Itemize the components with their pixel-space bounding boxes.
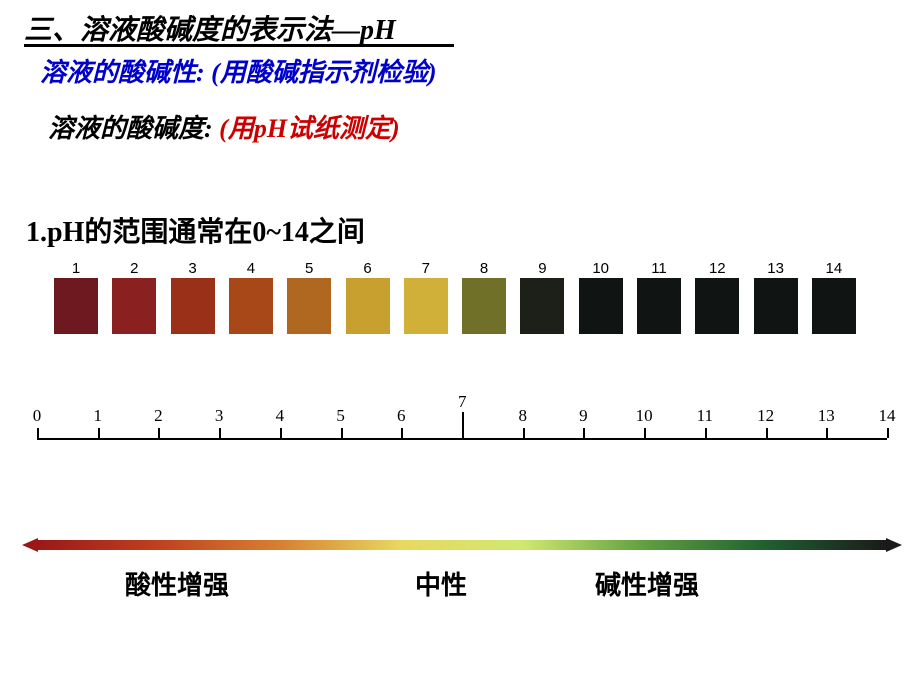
swatch-label: 2 [112, 260, 156, 277]
line3-suffix: (用pH试纸测定) [219, 114, 400, 143]
scale-tick [341, 428, 343, 438]
scale-number: 4 [276, 406, 285, 426]
arrow-right-icon [886, 538, 902, 552]
swatch-label: 4 [229, 260, 273, 277]
scale-tick [523, 428, 525, 438]
swatch-label: 9 [520, 260, 564, 277]
scale-number: 0 [33, 406, 42, 426]
ph-swatch [171, 278, 215, 334]
ph-swatch [754, 278, 798, 334]
section-title: 三、溶液酸碱度的表示法—pH [24, 8, 396, 48]
swatch-label: 5 [287, 260, 331, 277]
scale-tick [219, 428, 221, 438]
ph-swatch [812, 278, 856, 334]
scale-number: 11 [697, 406, 713, 426]
ph-swatch [112, 278, 156, 334]
scale-number: 10 [636, 406, 653, 426]
swatch-label: 3 [171, 260, 215, 277]
ph-swatch [229, 278, 273, 334]
label-neutral: 中性 [415, 565, 467, 602]
ph-gradient-bar [37, 540, 887, 550]
scale-tick [462, 412, 464, 438]
scale-number: 14 [879, 406, 896, 426]
line2-suffix: (用酸碱指示剂检验) [211, 58, 436, 87]
acidity-indicator-line: 溶液的酸碱性: (用酸碱指示剂检验) [40, 52, 437, 89]
scale-tick [826, 428, 828, 438]
ph-swatch [637, 278, 681, 334]
scale-tick [158, 428, 160, 438]
scale-center-label: 7 [458, 392, 467, 412]
scale-number: 12 [757, 406, 774, 426]
scale-tick [98, 428, 100, 438]
swatch-label: 14 [812, 260, 856, 277]
scale-number: 5 [336, 406, 345, 426]
ph-swatch [346, 278, 390, 334]
arrow-left-icon [22, 538, 38, 552]
scale-number: 9 [579, 406, 588, 426]
swatch-label: 13 [754, 260, 798, 277]
scale-tick [583, 428, 585, 438]
ph-number-scale: 70123456891011121314 [37, 392, 887, 462]
title-underline [24, 44, 454, 47]
ph-swatch [462, 278, 506, 334]
scale-number: 3 [215, 406, 224, 426]
acidity-degree-line: 溶液的酸碱度: (用pH试纸测定) [48, 108, 400, 145]
ph-swatch [287, 278, 331, 334]
scale-tick [887, 428, 889, 438]
scale-number: 8 [518, 406, 527, 426]
scale-tick [705, 428, 707, 438]
ph-range-statement: 1.pH的范围通常在0~14之间 [26, 210, 365, 250]
swatch-label: 6 [346, 260, 390, 277]
swatch-label: 1 [54, 260, 98, 277]
swatch-label: 10 [579, 260, 623, 277]
swatch-label: 11 [637, 260, 681, 277]
scale-axis-line [37, 438, 887, 440]
swatch-label: 8 [462, 260, 506, 277]
ph-swatch [695, 278, 739, 334]
scale-tick [401, 428, 403, 438]
scale-number: 2 [154, 406, 163, 426]
scale-tick [766, 428, 768, 438]
swatch-label: 12 [695, 260, 739, 277]
ph-swatch [579, 278, 623, 334]
line2-prefix: 溶液的酸碱性: [40, 58, 211, 87]
scale-number: 13 [818, 406, 835, 426]
ph-color-strip: 1234567891011121314 [54, 278, 870, 356]
label-base-stronger: 碱性增强 [595, 565, 699, 602]
ph-swatch [54, 278, 98, 334]
line3-prefix: 溶液的酸碱度: [48, 114, 219, 143]
ph-swatch [520, 278, 564, 334]
label-acid-stronger: 酸性增强 [125, 565, 229, 602]
ph-swatch [404, 278, 448, 334]
scale-number: 6 [397, 406, 406, 426]
swatch-label: 7 [404, 260, 448, 277]
scale-tick [37, 428, 39, 438]
scale-number: 1 [93, 406, 102, 426]
scale-tick [644, 428, 646, 438]
scale-tick [280, 428, 282, 438]
